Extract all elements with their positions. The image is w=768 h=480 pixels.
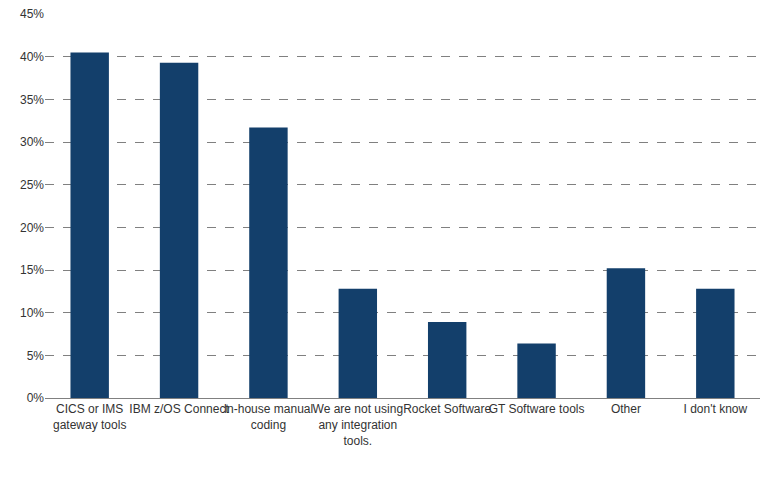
svg-text:25%: 25% [20,178,44,192]
svg-text:We are not usingany integratio: We are not usingany integrationtools. [313,402,404,447]
svg-text:CICS or IMSgateway tools: CICS or IMSgateway tools [53,402,126,432]
svg-text:GT Software tools: GT Software tools [489,402,585,416]
svg-text:5%: 5% [27,349,45,363]
svg-text:20%: 20% [20,221,44,235]
svg-text:10%: 10% [20,306,44,320]
svg-text:45%: 45% [20,7,44,21]
svg-text:15%: 15% [20,263,44,277]
svg-text:0%: 0% [27,391,45,405]
svg-text:I don't know: I don't know [683,402,747,416]
svg-text:In-house manualcoding: In-house manualcoding [224,402,313,432]
svg-text:35%: 35% [20,93,44,107]
svg-text:40%: 40% [20,50,44,64]
svg-text:Other: Other [611,402,641,416]
svg-text:IBM z/OS Connect: IBM z/OS Connect [129,402,229,416]
svg-text:Rocket Software: Rocket Software [403,402,491,416]
svg-text:30%: 30% [20,135,44,149]
